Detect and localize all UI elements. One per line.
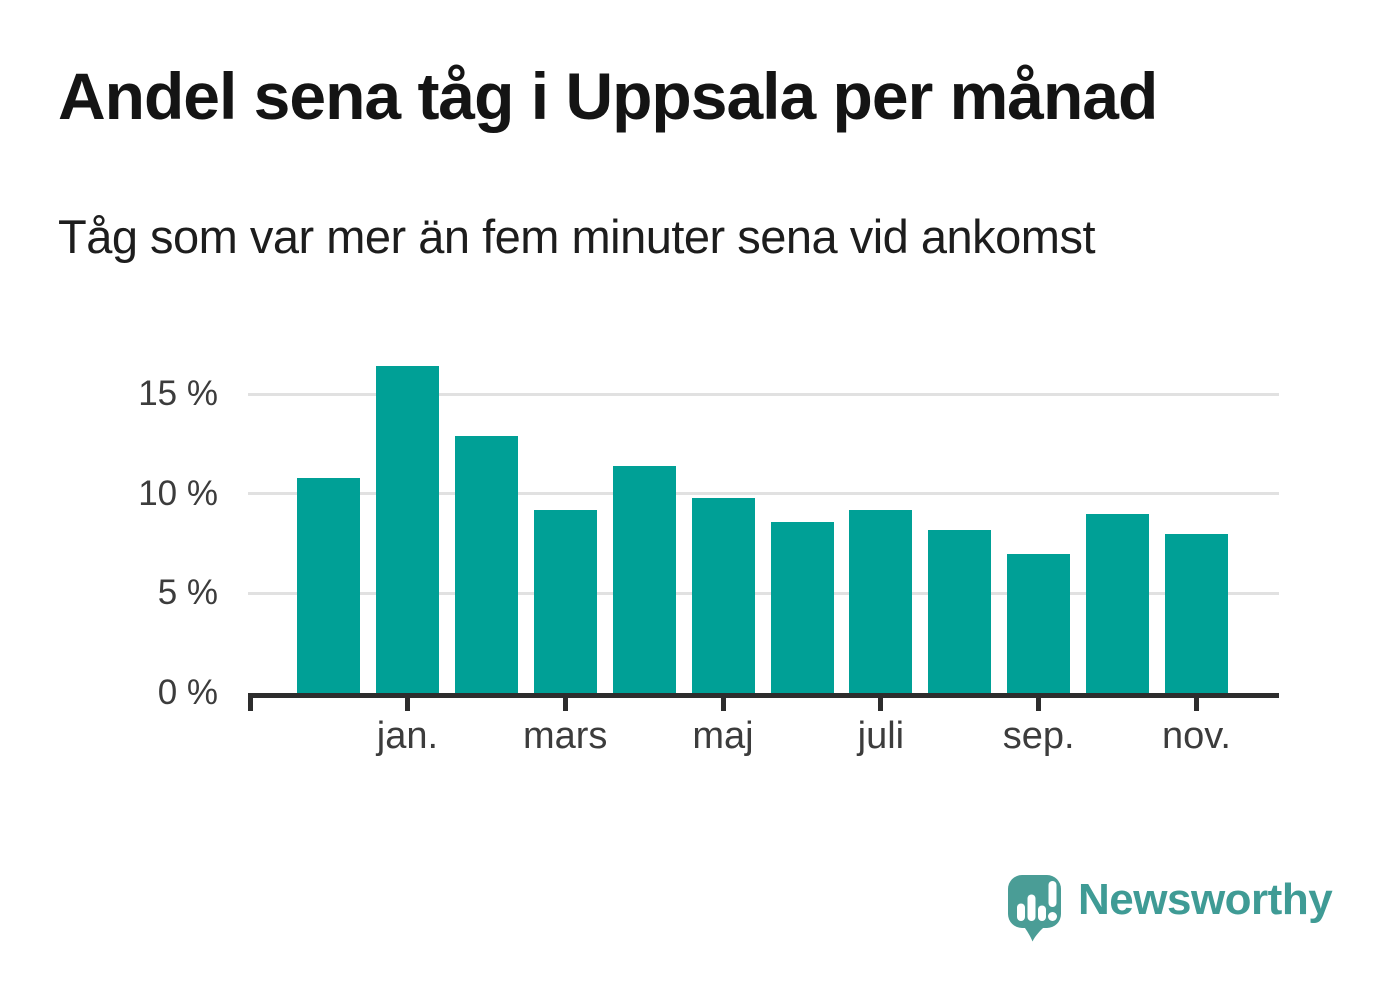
gridline-10pct <box>248 492 1279 496</box>
x-axis-start-tick <box>248 698 253 711</box>
x-tick-mark <box>720 698 726 711</box>
x-tick-label: mars <box>522 715 608 757</box>
x-tick-mark <box>878 698 884 711</box>
bar-month-8 <box>849 509 913 693</box>
x-tick-mark <box>1194 698 1199 711</box>
x-tick-label: juli <box>857 715 905 757</box>
x-tick-label: nov. <box>1161 715 1231 757</box>
x-tick-label: sep. <box>1002 715 1075 757</box>
bar-month-1 <box>297 477 360 693</box>
bar-month-4 <box>533 509 597 693</box>
bar-month-5 <box>612 465 676 693</box>
x-axis-line <box>248 693 1279 698</box>
newsworthy-logo-mark <box>1008 875 1061 942</box>
newsworthy-logo-text: Newsworthy <box>1078 875 1333 924</box>
gridline-5pct <box>248 591 1279 595</box>
bar-month-3 <box>454 435 518 693</box>
chart-title: Andel sena tåg i Uppsala per månad <box>58 59 1158 133</box>
x-tick-mark <box>1036 698 1042 711</box>
x-tick-label: jan. <box>376 715 439 757</box>
chart-subtitle: Tåg som var mer än fem minuter sena vid … <box>58 210 1096 263</box>
bar-month-12 <box>1165 533 1228 693</box>
bar-month-7 <box>770 521 834 693</box>
y-tick-label: 10 % <box>138 473 218 513</box>
x-tick-mark <box>562 698 568 711</box>
bar-month-11 <box>1086 513 1150 693</box>
y-tick-label: 15 % <box>138 374 218 414</box>
bar-month-9 <box>928 529 992 693</box>
x-tick-label: maj <box>692 715 754 757</box>
y-tick-label: 0 % <box>157 673 218 712</box>
x-tick-mark <box>404 698 410 711</box>
y-tick-label: 5 % <box>157 573 218 613</box>
gridline-15pct <box>248 392 1279 396</box>
bar-month-10 <box>1007 553 1071 693</box>
bar-month-6 <box>691 497 755 693</box>
bar-month-2 <box>375 366 439 693</box>
